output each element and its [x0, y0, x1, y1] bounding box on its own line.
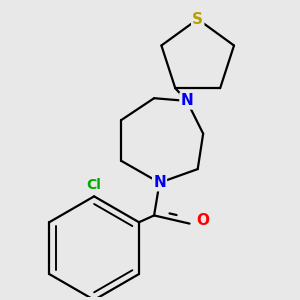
Text: N: N — [153, 175, 166, 190]
Text: O: O — [197, 213, 210, 228]
Text: Cl: Cl — [87, 178, 101, 192]
Text: S: S — [192, 12, 203, 27]
Text: N: N — [180, 93, 193, 108]
